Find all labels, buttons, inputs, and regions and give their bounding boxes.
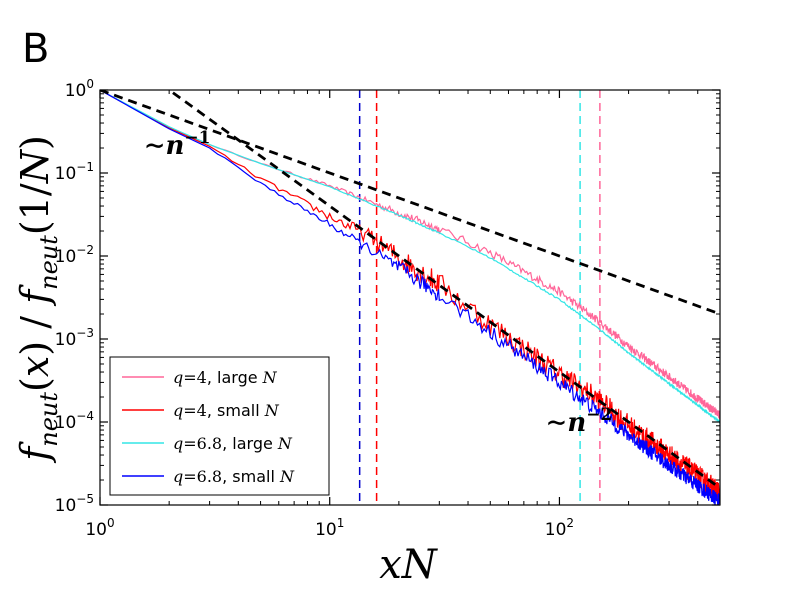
y-tick-label-2: 10−2 xyxy=(55,243,94,267)
x-tick-label-0: 100 xyxy=(85,516,114,540)
y-label-sub2: neut xyxy=(35,235,63,290)
y-label-paren3: (1/ xyxy=(13,183,57,235)
y-label-paren1: ( xyxy=(13,377,57,392)
reference-line-1 xyxy=(166,90,720,490)
y-tick-label-1: 10−1 xyxy=(55,160,94,184)
y-label-x: x xyxy=(13,356,57,377)
reference-line-0 xyxy=(100,90,720,316)
legend-label-3: q=6.8, small N xyxy=(173,467,295,486)
y-tick-label-0: 100 xyxy=(65,77,94,101)
legend-label-0: q=4, large N xyxy=(173,368,278,387)
y-label-N: N xyxy=(13,148,57,184)
annotation-1: ∼n−2 xyxy=(546,405,613,438)
series-line-0 xyxy=(100,90,720,420)
x-tick-label-1: 101 xyxy=(315,516,344,540)
y-label-paren2: ) / xyxy=(13,304,57,356)
series-line-2 xyxy=(100,90,720,425)
plot-frame xyxy=(99,89,721,506)
y-tick-label-4: 10−4 xyxy=(55,409,94,433)
annotation-0: ∼n−1 xyxy=(144,128,211,161)
y-tick-label-5: 10−5 xyxy=(55,492,94,516)
legend-label-1: q=4, small N xyxy=(173,401,280,420)
panel-label: B xyxy=(22,26,49,72)
x-axis-label: xN xyxy=(379,542,439,588)
y-label-paren4: ) xyxy=(13,135,57,150)
y-axis-label: fneut(x) / fneut(1/N) xyxy=(13,135,63,464)
legend-box xyxy=(109,356,330,496)
y-label-sub1: neut xyxy=(35,392,63,447)
series-line-3 xyxy=(100,90,720,505)
y-tick-label-3: 10−3 xyxy=(55,326,94,350)
x-tick-label-2: 102 xyxy=(545,516,574,540)
svg-text:fneut(x) / fneut(1/N): fneut(x) / fneut(1/N) xyxy=(13,135,63,464)
legend-label-2: q=6.8, large N xyxy=(173,434,293,453)
